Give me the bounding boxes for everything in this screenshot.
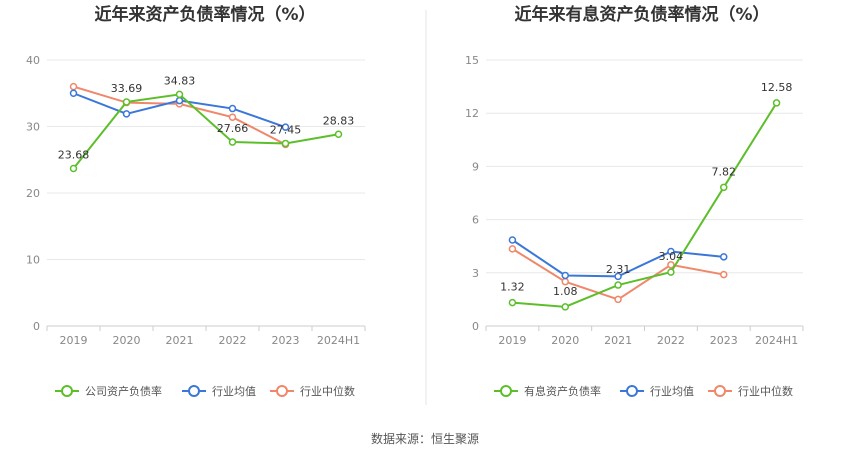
x-tick-label: 2023	[710, 334, 738, 347]
data-point-company	[228, 138, 237, 146]
data-label: 12.58	[761, 81, 793, 94]
data-label: 28.83	[323, 114, 355, 127]
x-tick-label: 2024H1	[755, 334, 798, 347]
data-point-median	[614, 295, 622, 304]
data-label: 1.08	[553, 285, 578, 298]
legend-item-average: 行业均值	[620, 385, 694, 398]
chart-panel-1: 近年来资产负债率情况（%） 0 10 20 30 40 2019 2020 2021 2022 20…	[26, 4, 366, 398]
data-point-company	[69, 164, 78, 173]
data-point-average	[228, 104, 237, 113]
data-point-median	[720, 270, 728, 279]
y-tick-label: 6	[472, 214, 479, 227]
x-tick-label: 2019	[60, 334, 88, 347]
data-point-company	[561, 303, 569, 311]
data-point-average	[614, 272, 622, 281]
y-tick-label: 0	[33, 320, 40, 333]
x-tick-label: 2020	[113, 334, 141, 347]
legend-marker	[626, 385, 638, 397]
x-tick-label: 2023	[272, 334, 300, 347]
data-point-company	[720, 183, 728, 192]
legend-label: 行业中位数	[300, 384, 355, 398]
data-label: 27.45	[270, 123, 302, 136]
legend-marker	[714, 385, 726, 397]
y-tick-label: 0	[472, 320, 479, 333]
data-label: 2.31	[606, 263, 631, 276]
data-point-company	[614, 281, 622, 289]
legend-label: 公司资产负债率	[85, 384, 162, 398]
data-point-average	[720, 253, 728, 261]
x-tick-label: 2022	[219, 334, 247, 347]
data-point-company	[334, 130, 343, 139]
data-point-median	[561, 277, 569, 286]
legend-marker	[188, 385, 200, 397]
data-point-average	[69, 89, 78, 97]
data-label: 1.32	[500, 281, 525, 294]
data-point-median	[69, 82, 78, 91]
data-point-company	[772, 99, 781, 107]
data-label: 27.66	[217, 122, 249, 135]
y-tick-label: 30	[26, 121, 40, 134]
data-point-company	[667, 268, 675, 276]
series-line-company	[512, 102, 778, 308]
data-label: 34.83	[164, 74, 196, 87]
data-label: 33.69	[111, 82, 143, 95]
legend-marker	[276, 385, 288, 397]
y-tick-label: 10	[26, 254, 40, 267]
x-tick-label: 2024H1	[317, 334, 360, 347]
x-tick-label: 2021	[166, 334, 194, 347]
chart-title: 近年来有息资产负债率情况（%）	[514, 4, 769, 25]
y-tick-label: 12	[465, 107, 479, 120]
data-point-average	[122, 110, 131, 118]
chart-title: 近年来资产负债率情况（%）	[94, 4, 315, 25]
data-point-average	[281, 123, 290, 131]
x-tick-label: 2019	[498, 334, 526, 347]
y-tick-label: 9	[472, 160, 479, 173]
legend-item-median: 行业中位数	[270, 384, 355, 398]
y-tick-label: 15	[465, 54, 479, 67]
legend-label: 行业均值	[650, 385, 694, 398]
data-label: 7.82	[712, 165, 737, 178]
data-source-label: 数据来源：恒生聚源	[371, 431, 479, 446]
legend-label: 行业中位数	[738, 384, 793, 398]
legend-item-company: 公司资产负债率	[55, 384, 162, 398]
data-point-company	[281, 139, 290, 148]
x-tick-label: 2022	[657, 334, 685, 347]
chart-panel-2: 近年来有息资产负债率情况（%） 0 3 6 9 12 15 2019 2020 2021 2022 2…	[465, 4, 804, 398]
y-tick-label: 40	[26, 54, 40, 67]
data-point-company	[508, 298, 517, 307]
legend-item-company: 有息资产负债率	[494, 384, 601, 398]
data-label: 3.04	[659, 250, 684, 263]
data-point-average	[175, 96, 184, 105]
data-label: 23.68	[58, 149, 90, 162]
data-point-average	[508, 236, 517, 244]
data-point-median	[508, 245, 517, 253]
data-point-average	[667, 247, 675, 256]
x-tick-label: 2020	[551, 334, 579, 347]
data-point-median	[667, 261, 675, 269]
data-point-average	[561, 271, 569, 280]
y-tick-label: 20	[26, 187, 40, 200]
x-tick-label: 2021	[604, 334, 632, 347]
legend-marker	[61, 385, 73, 397]
data-point-company	[122, 98, 131, 106]
legend-label: 有息资产负债率	[524, 384, 601, 398]
legend-label: 行业均值	[212, 385, 256, 398]
legend-marker	[500, 385, 512, 397]
legend-item-average: 行业均值	[182, 385, 256, 398]
legend-item-median: 行业中位数	[708, 384, 793, 398]
data-point-median	[228, 113, 237, 121]
series-line-company	[72, 93, 339, 170]
data-point-company	[175, 90, 184, 99]
y-tick-label: 3	[472, 267, 479, 280]
